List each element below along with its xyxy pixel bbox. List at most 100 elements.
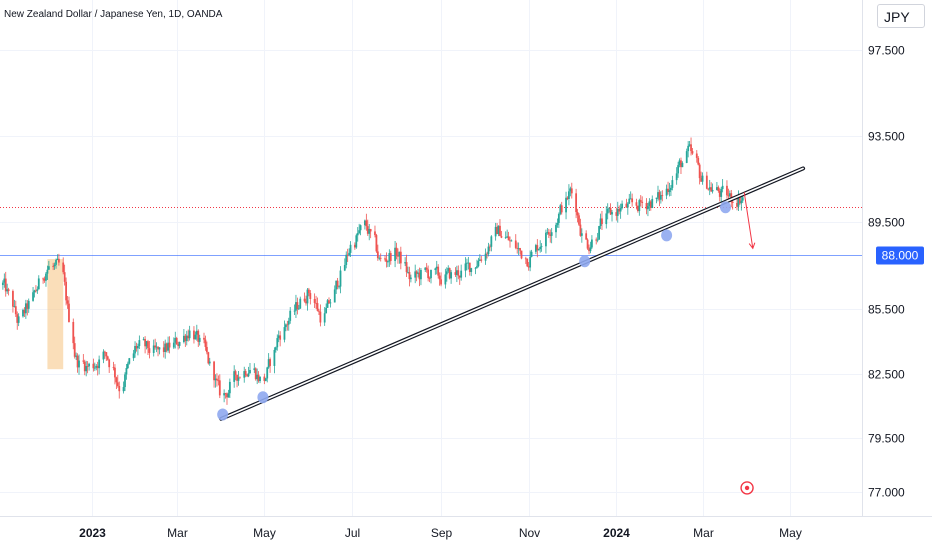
candle-body — [537, 249, 540, 251]
candle-body — [128, 358, 131, 364]
candle-body — [619, 208, 622, 212]
candle-body — [295, 302, 297, 311]
candle-body — [737, 196, 740, 207]
candle-body — [556, 222, 559, 225]
candle-body — [339, 270, 342, 287]
candle-body — [83, 361, 86, 372]
currency-button[interactable]: JPY — [877, 4, 925, 28]
candle-body — [504, 237, 507, 239]
candle-body — [494, 226, 497, 237]
candle-body — [4, 278, 7, 292]
candle-body — [615, 212, 618, 216]
candle-body — [293, 310, 296, 312]
candle-body — [457, 270, 460, 276]
candle-body — [68, 303, 70, 322]
candle-body — [309, 293, 312, 299]
candle-body — [480, 259, 483, 261]
candle-body — [570, 188, 573, 194]
candle-body — [204, 339, 207, 347]
candle-body — [227, 393, 230, 398]
candle-body — [688, 144, 691, 146]
candle-body — [296, 302, 299, 310]
candle-body — [651, 198, 654, 208]
candle-body — [499, 225, 501, 237]
candle-body — [438, 275, 441, 280]
candle-body — [447, 268, 450, 272]
candle-body — [427, 269, 430, 279]
candle-body — [720, 189, 723, 197]
candle-body — [52, 266, 55, 267]
candle-body — [705, 175, 708, 189]
candle-body — [287, 320, 290, 325]
candle-body — [187, 335, 190, 339]
candle-body — [366, 226, 369, 234]
candle-body — [158, 347, 161, 350]
candle-body — [36, 289, 39, 291]
trendline-touch-point — [661, 229, 673, 242]
candle-body — [223, 393, 226, 396]
candle-body — [55, 260, 57, 265]
candle-body — [138, 340, 141, 347]
candle-body — [32, 292, 34, 301]
candle-body — [114, 367, 116, 378]
candle-body — [182, 335, 185, 343]
candle-body — [718, 190, 721, 197]
chart-overlays-front[interactable] — [217, 166, 806, 495]
candle-body — [148, 348, 151, 353]
candle-body — [550, 232, 553, 236]
price-axis[interactable]: 97.500 93.500 89.500 85.500 82.500 79.500 77.0… — [868, 44, 924, 500]
candle-body — [690, 144, 692, 152]
candle-body — [717, 187, 720, 191]
candle-body — [657, 192, 659, 198]
candle-body — [741, 197, 744, 201]
candle-body — [598, 226, 600, 240]
candle-body — [257, 374, 260, 382]
candle-body — [536, 245, 539, 251]
candle-body — [75, 355, 78, 357]
candle-body — [313, 298, 316, 303]
candle-body — [276, 338, 279, 348]
candle-body — [490, 236, 493, 247]
candle-body — [506, 236, 509, 238]
time-tick-label: May — [779, 526, 802, 540]
candle-body — [326, 300, 329, 308]
candle-body — [566, 197, 569, 199]
candle-body — [329, 302, 332, 304]
time-axis[interactable]: 2023 Mar May Jul Sep Nov 2024 Mar May — [79, 526, 802, 540]
candle-body — [638, 200, 641, 212]
candle-body — [239, 377, 241, 379]
candle-body — [353, 244, 356, 248]
time-tick-label: Mar — [167, 526, 188, 540]
candle-body — [661, 195, 664, 196]
time-tick-label: 2024 — [603, 526, 630, 540]
candle-body — [455, 270, 458, 275]
candle-body — [266, 367, 269, 379]
candle-body — [27, 300, 30, 309]
candle-body — [404, 262, 407, 264]
candle-body — [487, 246, 490, 255]
candle-body — [721, 185, 724, 190]
candle-body — [178, 342, 181, 346]
candle-body — [122, 387, 125, 392]
candle-body — [283, 327, 286, 340]
candle-body — [66, 300, 69, 304]
candle-body — [560, 205, 563, 213]
candle-body — [338, 286, 340, 288]
price-line-tag[interactable] — [876, 246, 924, 265]
candle-body — [618, 208, 621, 212]
candle-body — [188, 330, 191, 339]
candle-body — [385, 259, 388, 263]
candle-body — [601, 218, 603, 225]
candle-body — [677, 165, 680, 174]
candle-body — [224, 393, 227, 394]
candle-body — [527, 266, 530, 268]
candle-body — [286, 324, 289, 326]
candle-body — [328, 300, 330, 304]
candle-body — [678, 160, 681, 166]
candle-body — [629, 198, 632, 200]
candle-body — [333, 289, 336, 303]
candle-body — [236, 374, 238, 381]
candle-body — [394, 247, 396, 261]
